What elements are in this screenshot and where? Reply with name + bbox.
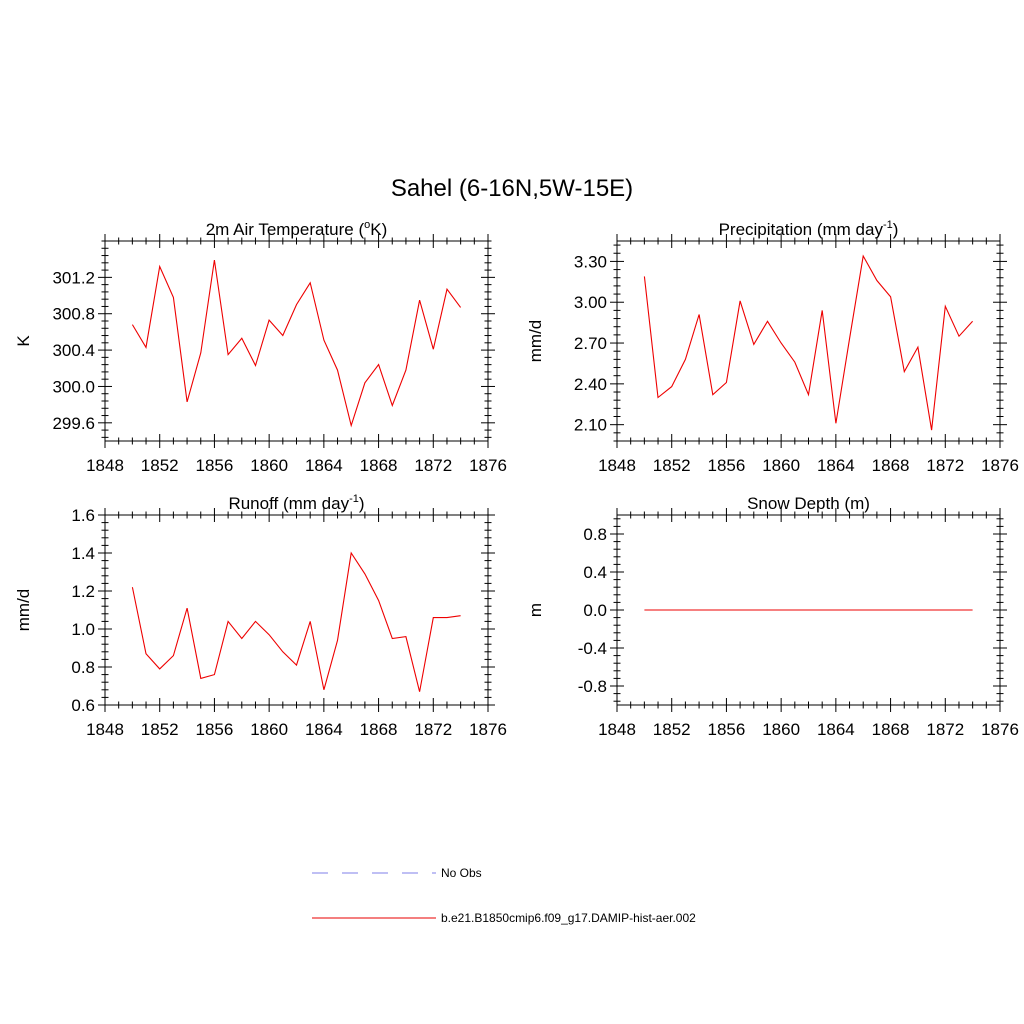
y-axis-label: mm/d (14, 589, 33, 632)
x-tick-label: 1864 (305, 720, 343, 739)
x-tick-label: 1852 (653, 456, 691, 475)
panels: 2m Air Temperature (oK) K 1848 1852 1856 1860… (14, 219, 1019, 739)
x-tick-label: 1876 (469, 720, 507, 739)
x-tick-label: 1856 (708, 456, 746, 475)
x-tick-label: 1856 (708, 720, 746, 739)
y-tick-label: 0.8 (583, 525, 607, 544)
y-tick-label: 2.40 (574, 375, 607, 394)
x-tick-label: 1868 (360, 720, 398, 739)
x-tick-label: 1848 (86, 720, 124, 739)
y-tick-label: 0.6 (71, 696, 95, 715)
x-tick-label: 1848 (598, 720, 636, 739)
x-tick-label: 1860 (762, 720, 800, 739)
x-tick-label: 1872 (414, 720, 452, 739)
plot-frame (616, 240, 1001, 442)
y-tick-label: 2.10 (574, 416, 607, 435)
y-tick-label: 0.0 (583, 601, 607, 620)
x-tick-label: 1848 (598, 456, 636, 475)
x-tick-label: 1872 (926, 456, 964, 475)
y-axis-label: mm/d (526, 320, 545, 363)
series-line (643, 254, 974, 431)
legend: No Obs b.e21.B1850cmip6.f09_g17.DAMIP-his… (312, 866, 696, 925)
y-tick-label: 300.8 (52, 305, 95, 324)
y-tick-label: 0.8 (71, 658, 95, 677)
plot-frame (104, 514, 489, 706)
x-tick-label: 1864 (817, 456, 855, 475)
panel-title: Runoff (mm day-1) (228, 493, 364, 513)
x-tick-label: 1860 (762, 456, 800, 475)
y-tick-label: -0.4 (578, 639, 607, 658)
y-tick-label: 2.70 (574, 334, 607, 353)
y-tick-label: 3.30 (574, 252, 607, 271)
y-axis-label: m (526, 603, 545, 617)
y-tick-label: 301.2 (52, 268, 95, 287)
panel-3: Runoff (mm day-1) mm/d 1848 1852 1856 1860 186… (14, 493, 507, 739)
x-tick-label: 1856 (196, 720, 234, 739)
x-tick-label: 1852 (141, 456, 179, 475)
x-tick-label: 1872 (414, 456, 452, 475)
y-tick-label: 1.6 (71, 506, 95, 525)
x-tick-label: 1876 (981, 456, 1019, 475)
y-tick-label: 1.0 (71, 620, 95, 639)
y-tick-label: 300.4 (52, 341, 95, 360)
panel-title: Snow Depth (m) (747, 494, 870, 513)
y-axis-label: K (14, 335, 33, 347)
panel-title: 2m Air Temperature (oK) (206, 219, 388, 239)
panel-2: Precipitation (mm day-1) mm/d 1848 1852 1856… (526, 219, 1019, 475)
y-tick-label: 299.6 (52, 414, 95, 433)
x-tick-label: 1876 (981, 720, 1019, 739)
series-line (131, 260, 462, 428)
legend-label-1: No Obs (441, 866, 482, 880)
panel-title: Precipitation (mm day-1) (719, 219, 899, 239)
panel-1: 2m Air Temperature (oK) K 1848 1852 1856 1860… (14, 219, 507, 475)
legend-label-2: b.e21.B1850cmip6.f09_g17.DAMIP-hist-aer.… (441, 911, 696, 925)
x-tick-label: 1876 (469, 456, 507, 475)
figure-title: Sahel (6-16N,5W-15E) (391, 175, 633, 202)
y-tick-label: 1.4 (71, 544, 95, 563)
x-tick-label: 1864 (817, 720, 855, 739)
x-tick-label: 1848 (86, 456, 124, 475)
x-tick-label: 1852 (653, 720, 691, 739)
x-tick-label: 1872 (926, 720, 964, 739)
x-tick-label: 1868 (360, 456, 398, 475)
y-tick-label: 1.2 (71, 582, 95, 601)
x-tick-label: 1868 (872, 720, 910, 739)
x-tick-label: 1852 (141, 720, 179, 739)
y-tick-label: 0.4 (583, 563, 607, 582)
y-tick-label: 300.0 (52, 377, 95, 396)
x-tick-label: 1864 (305, 456, 343, 475)
x-tick-label: 1860 (250, 720, 288, 739)
panel-4: Snow Depth (m) m 1848 1852 1856 1860 1864 1868 1… (526, 494, 1019, 739)
series-line (131, 551, 461, 692)
y-tick-label: 3.00 (574, 293, 607, 312)
x-tick-label: 1860 (250, 456, 288, 475)
y-tick-label: -0.8 (578, 677, 607, 696)
x-tick-label: 1856 (196, 456, 234, 475)
x-tick-label: 1868 (872, 456, 910, 475)
